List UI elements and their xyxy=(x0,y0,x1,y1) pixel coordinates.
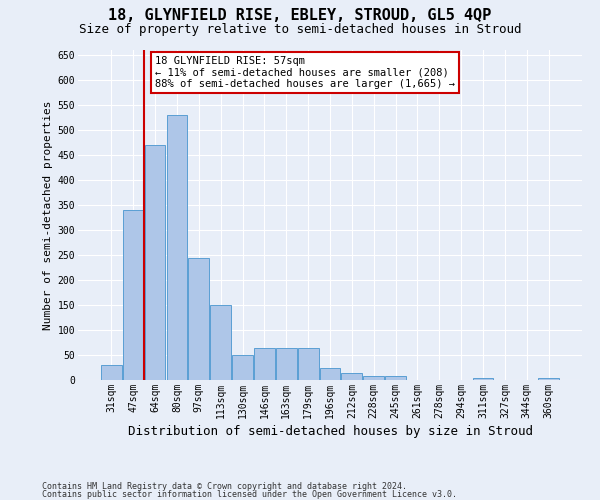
Text: Size of property relative to semi-detached houses in Stroud: Size of property relative to semi-detach… xyxy=(79,22,521,36)
Bar xyxy=(473,378,493,380)
Text: Contains public sector information licensed under the Open Government Licence v3: Contains public sector information licen… xyxy=(42,490,457,499)
Bar xyxy=(276,348,296,380)
Bar xyxy=(167,115,187,380)
Bar xyxy=(101,365,122,380)
Bar xyxy=(385,376,406,380)
Bar xyxy=(538,378,559,380)
Y-axis label: Number of semi-detached properties: Number of semi-detached properties xyxy=(43,100,53,330)
Bar xyxy=(232,355,253,380)
Bar xyxy=(341,372,362,380)
X-axis label: Distribution of semi-detached houses by size in Stroud: Distribution of semi-detached houses by … xyxy=(128,425,533,438)
Bar xyxy=(210,305,231,380)
Bar xyxy=(123,210,143,380)
Text: 18 GLYNFIELD RISE: 57sqm
← 11% of semi-detached houses are smaller (208)
88% of : 18 GLYNFIELD RISE: 57sqm ← 11% of semi-d… xyxy=(155,56,455,89)
Text: Contains HM Land Registry data © Crown copyright and database right 2024.: Contains HM Land Registry data © Crown c… xyxy=(42,482,407,491)
Text: 18, GLYNFIELD RISE, EBLEY, STROUD, GL5 4QP: 18, GLYNFIELD RISE, EBLEY, STROUD, GL5 4… xyxy=(109,8,491,22)
Bar xyxy=(188,258,209,380)
Bar xyxy=(145,145,166,380)
Bar xyxy=(298,348,319,380)
Bar xyxy=(320,368,340,380)
Bar xyxy=(364,376,384,380)
Bar xyxy=(254,348,275,380)
